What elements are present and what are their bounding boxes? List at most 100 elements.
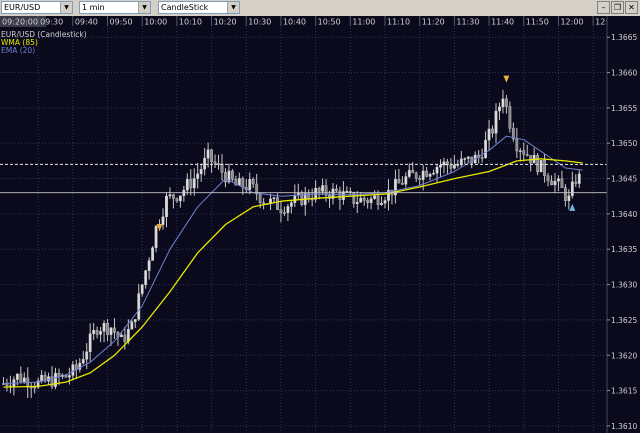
candle-body (119, 334, 123, 338)
y-tick-label: 1.3625 (611, 316, 637, 325)
candle-body (414, 172, 418, 179)
candle-body (321, 185, 324, 192)
candle-body (421, 170, 425, 180)
candle-body (522, 150, 526, 155)
candle-body (230, 170, 234, 180)
candle-body (536, 154, 540, 173)
candle-body (543, 160, 546, 176)
candle-body (487, 128, 491, 141)
y-tick-label: 1.3615 (611, 387, 637, 396)
x-tick-label: 10:00 (144, 18, 167, 27)
candle-body (206, 149, 210, 159)
buy-arrow-icon (569, 203, 576, 211)
candle-body (293, 194, 297, 203)
legend-entry: WMA (85) (1, 38, 38, 47)
candle-body (369, 198, 373, 203)
candle-body (508, 106, 512, 129)
candle-body (251, 179, 255, 185)
candle-body (439, 164, 442, 168)
candle-body (279, 209, 283, 213)
candle-body (352, 192, 356, 204)
candle-body (387, 189, 390, 201)
candle-body (446, 161, 449, 166)
candle-body (95, 330, 99, 335)
candle-body (331, 188, 335, 199)
candle-body (36, 380, 40, 388)
candle-body (511, 128, 515, 140)
candle-body (338, 190, 342, 200)
chart-style-select[interactable]: CandleStick ▼ (158, 1, 240, 14)
minimize-button[interactable]: – (597, 1, 610, 14)
candle-body (449, 164, 453, 169)
interval-value: 1 min (82, 3, 105, 12)
candle-body (501, 98, 505, 108)
candle-body (213, 161, 217, 164)
candle-body (452, 164, 456, 169)
candle-body (241, 178, 245, 188)
candle-body (432, 173, 435, 175)
candle-body (43, 374, 47, 382)
candle-body (185, 179, 189, 191)
restore-button[interactable]: ❐ (611, 1, 624, 14)
chevron-down-icon[interactable]: ▼ (60, 2, 72, 13)
chevron-down-icon[interactable]: ▼ (138, 2, 150, 13)
candle-body (518, 150, 522, 152)
candle-body (137, 293, 141, 320)
chart-background (0, 16, 640, 433)
candle-body (428, 174, 432, 177)
close-button[interactable]: ✕ (625, 1, 638, 14)
candle-body (237, 178, 241, 186)
candle-body (272, 197, 276, 200)
x-tick-label: 10:50 (318, 18, 341, 27)
x-tick-label: 10:30 (248, 18, 271, 27)
candle-body (67, 375, 71, 378)
interval-select[interactable]: 1 min ▼ (79, 1, 151, 14)
candle-body (435, 166, 439, 174)
candle-body (407, 169, 411, 177)
price-axis-background (607, 16, 640, 433)
candle-body (123, 334, 127, 342)
legend: EUR/USD (Candlestick)WMA (85)EMA (20) (1, 30, 87, 55)
candle-body (359, 197, 363, 203)
symbol-select[interactable]: EUR/USD ▼ (1, 1, 73, 14)
start-time-label: 09:20:00 (2, 18, 38, 27)
candle-body (550, 180, 553, 186)
candle-body (539, 160, 543, 173)
candle-body (81, 359, 85, 364)
candle-body (335, 188, 338, 192)
y-tick-label: 1.3660 (611, 69, 637, 78)
candle-body (289, 202, 293, 207)
x-tick-label: 11:20 (422, 18, 445, 27)
candle-body (494, 110, 498, 134)
candle-body (557, 178, 560, 182)
candle-body (376, 195, 380, 205)
price-chart[interactable]: 09:20:00 09:30 09:40 09:50 10:00 10:10 10:20 10… (0, 16, 640, 433)
candle-body (459, 158, 463, 165)
candle-body (161, 216, 165, 225)
candle-body (102, 323, 106, 332)
candle-body (106, 323, 109, 335)
candle-body (88, 333, 92, 352)
sell-arrow-icon (503, 75, 510, 83)
candle-body (224, 172, 227, 183)
candle-body (373, 195, 377, 199)
candle-body (2, 383, 5, 385)
candle-body (404, 176, 408, 185)
y-tick-label: 1.3635 (611, 245, 637, 254)
candle-body (78, 362, 82, 370)
candle-body (355, 201, 359, 204)
legend-entry: EMA (20) (1, 46, 35, 55)
legend-entry: EUR/USD (Candlestick) (1, 30, 87, 39)
candle-body (50, 376, 54, 387)
x-tick-label: 09:30 (40, 18, 63, 27)
candle-body (491, 128, 494, 134)
candle-body (425, 170, 429, 177)
chevron-down-icon[interactable]: ▼ (227, 2, 239, 13)
chart-toolbar: EUR/USD ▼ 1 min ▼ CandleStick ▼ – ❐ ✕ (0, 0, 640, 17)
candle-body (248, 179, 252, 190)
x-tick-label: 11:50 (526, 18, 549, 27)
candle-body (113, 327, 116, 333)
candle-body (498, 106, 501, 112)
y-tick-label: 1.3640 (611, 210, 637, 219)
candle-body (570, 181, 574, 196)
